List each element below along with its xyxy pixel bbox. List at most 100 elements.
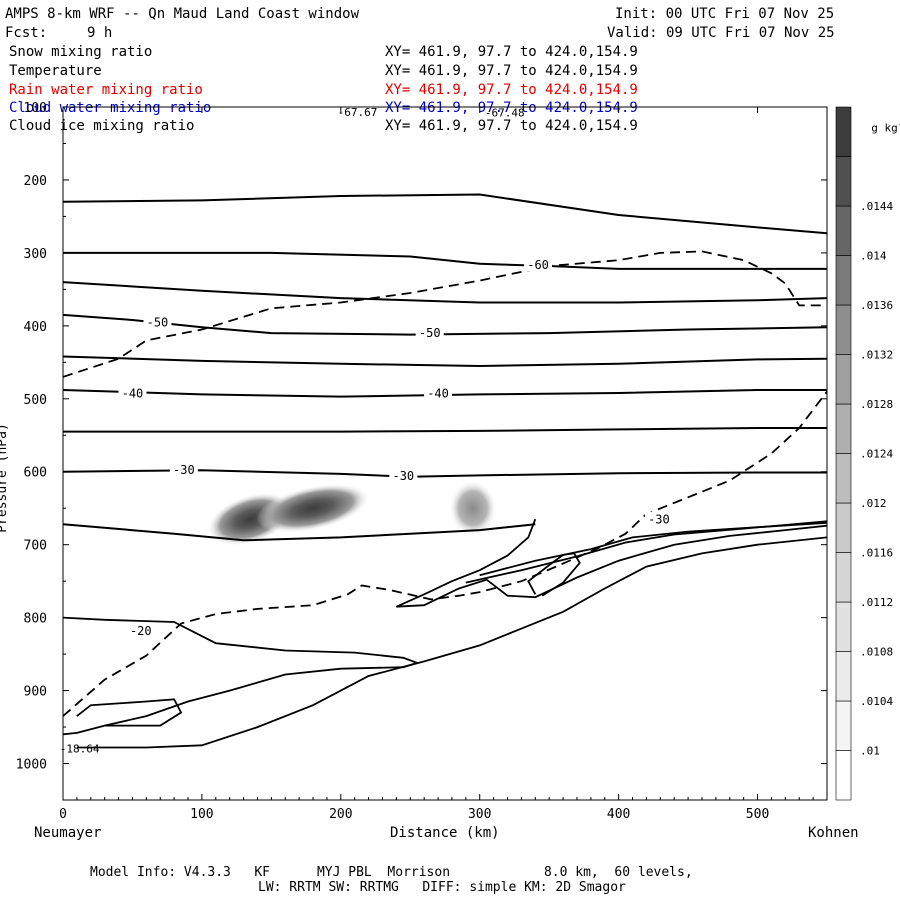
field-name: Rain water mixing ratio (9, 82, 203, 98)
contour-label-bg (415, 324, 444, 339)
isotherm-line (63, 281, 827, 304)
contour-label: -50 (147, 316, 169, 330)
cloud-ice-shading (448, 480, 497, 537)
field-name: Cloud ice mixing ratio (9, 118, 195, 134)
colorbar-swatch (835, 700, 852, 751)
low-level-contour (63, 616, 421, 736)
colorbar-tick-label: .0132 (860, 349, 893, 362)
isotherm-line (63, 355, 827, 368)
field-xy: XY= 461.9, 97.7 to 424.0,154.9 (385, 44, 638, 60)
cloud-ice-shading (256, 483, 370, 533)
low-level-contour (76, 536, 827, 749)
contour-label-bg (143, 314, 172, 329)
extrema-label: -67.67 (338, 106, 378, 119)
field-xy: XY= 461.9, 97.7 to 424.0,154.9 (385, 100, 638, 116)
y-tick-label: 200 (24, 174, 47, 189)
isotherm-line (63, 469, 827, 478)
colorbar-unit-exponent: -1 (898, 120, 900, 129)
x-tick-label: 200 (329, 807, 352, 822)
model-info: Model Info: V4.3.3 KF MYJ PBL Morrison 8… (90, 865, 693, 880)
colorbar-tick-label: .0108 (860, 646, 893, 659)
colorbar-swatch (835, 651, 852, 702)
colorbar-swatch (835, 255, 852, 306)
contour-label: -40 (427, 386, 449, 400)
colorbar-unit: g kg-1 (858, 101, 900, 137)
y-tick-label: 300 (24, 247, 47, 262)
extrema-label: -67.48 (485, 106, 525, 119)
isotherm-line (63, 427, 827, 433)
valid-time: Valid: 09 UTC Fri 07 Nov 25 (607, 25, 835, 41)
x-tick-label: 400 (607, 807, 630, 822)
isotherm-line (63, 313, 827, 336)
y-tick-label: 800 (24, 612, 47, 627)
contour-label: -40 (122, 386, 144, 400)
colorbar-unit-text: g kg (871, 121, 898, 135)
x-tick-label: 0 (59, 807, 67, 822)
y-tick-label: 500 (24, 393, 47, 408)
isotherm-line (63, 251, 827, 270)
colorbar-swatch (835, 403, 852, 454)
isotherm-line (63, 193, 827, 235)
contour-label-bg (524, 257, 553, 272)
field-name: Snow mixing ratio (9, 44, 153, 60)
colorbar-swatch (835, 552, 852, 603)
colorbar-swatch (835, 502, 852, 553)
x-left-station: Neumayer (34, 825, 102, 841)
contour-label: -30 (392, 469, 414, 483)
contour-label: -20 (130, 624, 152, 638)
colorbar-swatch (835, 354, 852, 405)
y-axis-label: Pressure (hPa) (0, 423, 10, 533)
colorbar-tick-label: .0128 (860, 398, 893, 411)
isotherm-line (63, 523, 536, 542)
colorbar-tick-label: .014 (860, 250, 887, 263)
contour-label: -60 (527, 258, 549, 272)
x-axis-label: Distance (km) (390, 825, 500, 841)
contour-label: -30 (173, 463, 195, 477)
field-name: Temperature (9, 63, 102, 79)
extrema-label: -18.64 (60, 743, 100, 756)
x-tick-label: 100 (190, 807, 213, 822)
isotherm-line (63, 389, 827, 398)
dashed-contour (63, 250, 827, 378)
contour-label-bg (169, 462, 198, 477)
y-tick-label: 700 (24, 539, 47, 554)
contour-label-bg (118, 385, 147, 400)
colorbar-tick-label: .0124 (860, 448, 893, 461)
contour-label-bg (126, 623, 155, 638)
y-tick-label: 900 (24, 685, 47, 700)
forecast-label: Fcst: (5, 25, 48, 41)
dashed-contour (63, 390, 827, 717)
colorbar-tick-label: .012 (860, 497, 887, 510)
contour-label-bg (424, 385, 453, 400)
init-time: Init: 00 UTC Fri 07 Nov 25 (615, 6, 835, 22)
field-xy: XY= 461.9, 97.7 to 424.0,154.9 (385, 82, 638, 98)
colorbar-tick-label: .01 (860, 745, 880, 758)
plot-frame (62, 106, 828, 801)
field-name: Cloud water mixing ratio (9, 100, 212, 116)
field-xy: XY= 461.9, 97.7 to 424.0,154.9 (385, 63, 638, 79)
y-tick-label: 1000 (16, 758, 47, 773)
physics-info: LW: RRTM SW: RRTMG DIFF: simple KM: 2D S… (258, 880, 626, 895)
low-level-contour (396, 518, 827, 608)
y-tick-label: 600 (24, 466, 47, 481)
colorbar-tick-label: .0116 (860, 547, 893, 560)
x-right-station: Kohnen (808, 825, 859, 841)
contour-label: -50 (419, 326, 441, 340)
contour-label: -30 (648, 513, 670, 527)
contour-label-bg (389, 467, 418, 482)
colorbar-tick-label: .0104 (860, 695, 893, 708)
field-xy: XY= 461.9, 97.7 to 424.0,154.9 (385, 118, 638, 134)
low-level-contour (76, 698, 183, 727)
colorbar-swatch (835, 304, 852, 355)
colorbar-tick-label: .0136 (860, 299, 893, 312)
colorbar-swatch (835, 106, 852, 157)
forecast-hour: 9 h (87, 25, 113, 41)
colorbar-swatch (835, 156, 852, 207)
colorbar-swatch (835, 205, 852, 256)
colorbar-swatch (835, 453, 852, 504)
colorbar-tick-label: .0144 (860, 200, 893, 213)
y-tick-label: 400 (24, 320, 47, 335)
y-tick-label: 100 (24, 101, 47, 116)
colorbar-tick-label: .0112 (860, 596, 893, 609)
